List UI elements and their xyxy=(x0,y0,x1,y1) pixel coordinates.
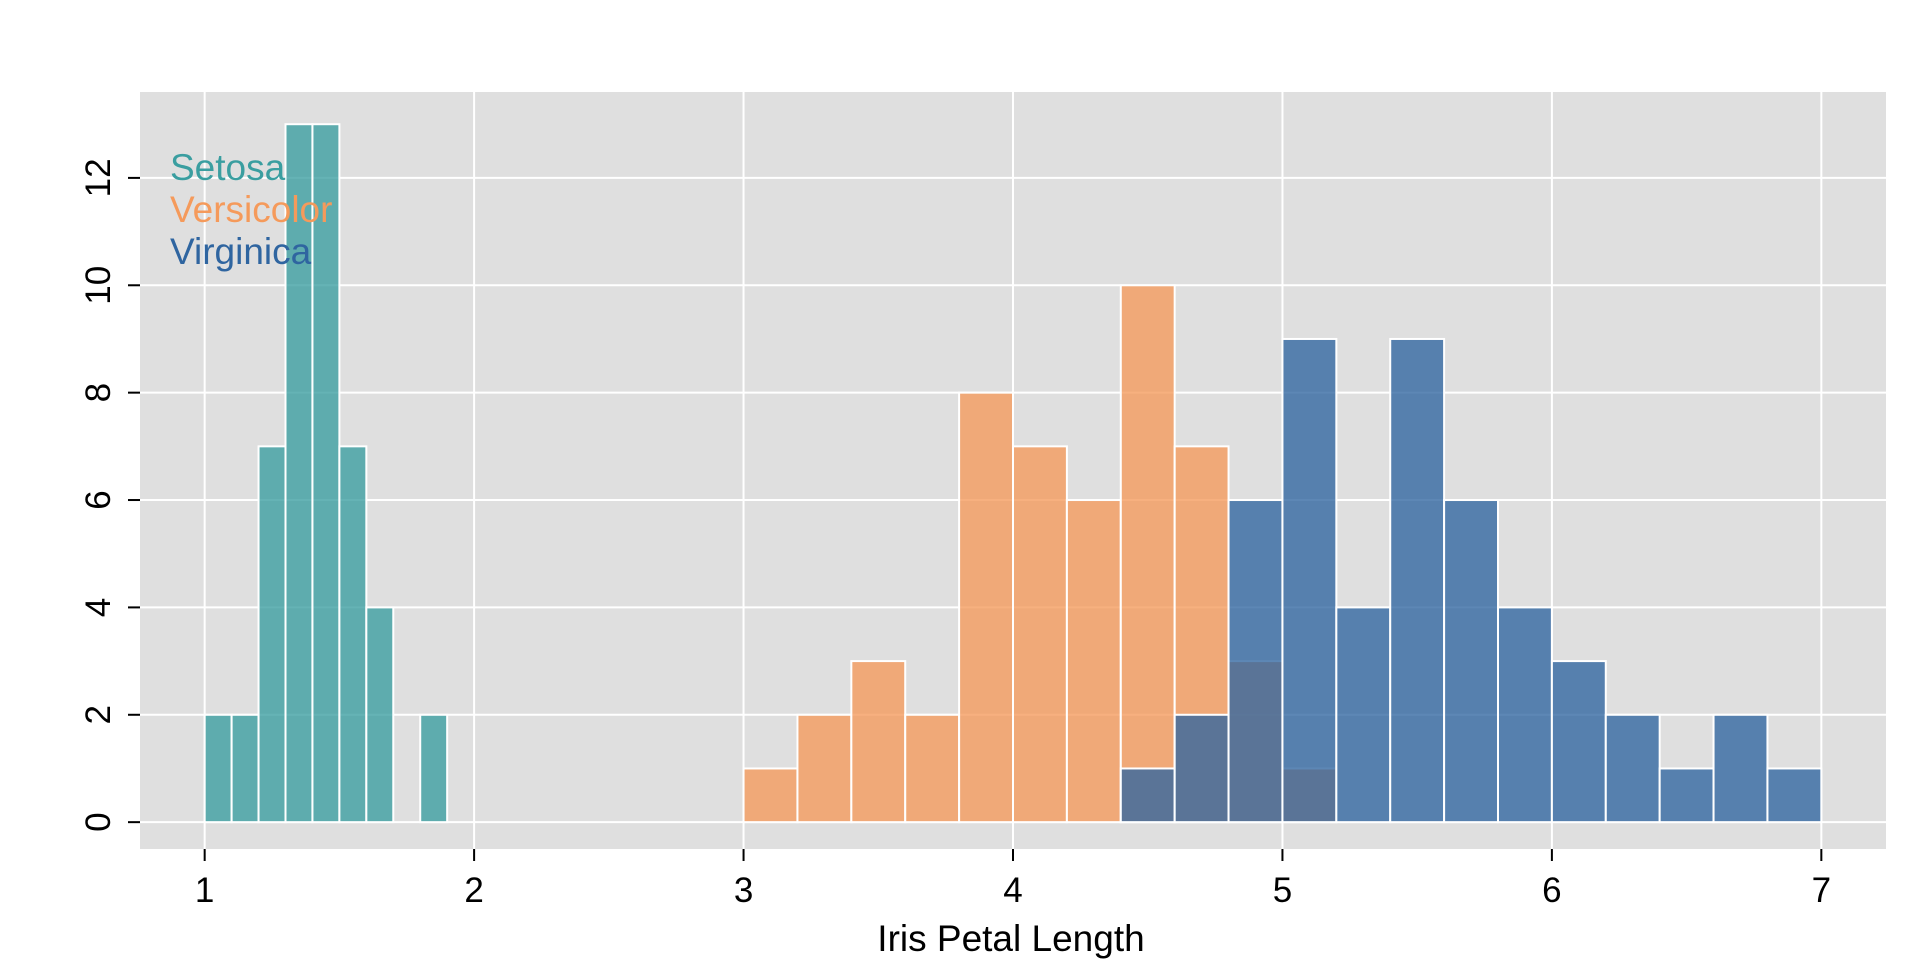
bar-virginica xyxy=(1389,337,1446,824)
bar-versicolor xyxy=(850,660,907,824)
bar-setosa xyxy=(338,445,368,824)
bar-versicolor xyxy=(1119,284,1176,824)
bar-virginica xyxy=(1712,713,1769,824)
x-axis: 1 2 3 4 5 6 7 xyxy=(195,849,1831,910)
x-tick-label: 3 xyxy=(734,871,753,910)
bar-virginica xyxy=(1766,767,1823,824)
bar-setosa xyxy=(203,713,233,824)
x-tick-label: 4 xyxy=(1003,871,1022,910)
bar-versicolor xyxy=(958,391,1014,824)
y-tick-label: 0 xyxy=(79,812,118,831)
legend-item-versicolor: Versicolor xyxy=(170,189,332,230)
bar-setosa xyxy=(365,606,395,824)
bar-virginica xyxy=(1335,606,1392,824)
bar-versicolor xyxy=(1065,499,1122,824)
bar-virginica xyxy=(1604,713,1661,824)
bar-virginica xyxy=(1227,499,1284,824)
x-axis-title: Iris Petal Length xyxy=(877,918,1144,959)
bar-versicolor xyxy=(904,713,961,824)
x-tick-label: 5 xyxy=(1273,871,1292,910)
y-axis: 0 2 4 6 8 10 12 xyxy=(79,158,140,832)
x-tick-label: 7 xyxy=(1812,871,1831,910)
x-tick-label: 6 xyxy=(1542,871,1561,910)
y-tick-label: 8 xyxy=(79,383,118,402)
bar-versicolor xyxy=(1012,445,1068,824)
bar-setosa xyxy=(257,445,287,824)
y-tick-label: 6 xyxy=(79,490,118,509)
bar-virginica xyxy=(1119,767,1176,824)
bar-setosa xyxy=(230,713,260,824)
bar-setosa xyxy=(419,713,449,824)
y-tick-label: 12 xyxy=(79,158,118,197)
y-tick-label: 2 xyxy=(79,705,118,724)
bar-virginica xyxy=(1443,499,1499,824)
legend-item-virginica: Virginica xyxy=(170,231,312,272)
y-tick-label: 10 xyxy=(79,266,118,305)
bar-virginica xyxy=(1658,767,1715,824)
bar-virginica xyxy=(1550,660,1607,824)
x-tick-label: 2 xyxy=(464,871,483,910)
bar-versicolor xyxy=(796,713,853,824)
bar-virginica xyxy=(1281,337,1338,824)
bar-versicolor xyxy=(742,767,799,824)
bar-virginica xyxy=(1497,606,1553,824)
bars-group xyxy=(203,123,1823,824)
legend-item-setosa: Setosa xyxy=(170,147,286,188)
y-tick-label: 4 xyxy=(79,598,118,617)
x-tick-label: 1 xyxy=(195,871,214,910)
bar-virginica xyxy=(1173,713,1230,824)
